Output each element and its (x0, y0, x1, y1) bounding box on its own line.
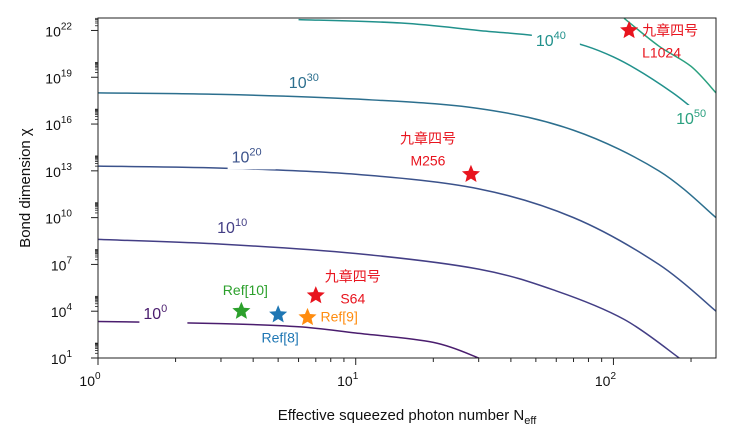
x-tick-label-exponent: 0 (95, 371, 101, 382)
contour-label-exponent: 40 (554, 30, 566, 42)
y-tick-label-base: 10 (51, 351, 67, 367)
y-tick-label-base: 10 (51, 257, 67, 273)
y-tick-label-exponent: 4 (66, 302, 72, 313)
contour-line (623, 18, 716, 94)
x-axis-title-main: Effective squeezed photon number N (278, 407, 525, 424)
point-label: 九章四号 (642, 22, 698, 38)
contour-line (98, 238, 680, 358)
contour-label: 1040 (536, 30, 566, 50)
data-points (232, 20, 639, 326)
x-tick-label: 102 (595, 371, 617, 389)
y-axis-title: Bond dimension χ (17, 128, 34, 248)
y-tick-label: 1019 (45, 68, 72, 86)
x-tick-label-base: 10 (595, 373, 611, 389)
y-tick-label: 101 (51, 349, 73, 367)
point-label: Ref[10] (223, 282, 268, 298)
y-tick-label: 1016 (45, 115, 72, 133)
contour-label-base: 10 (536, 33, 554, 50)
x-tick-label-exponent: 2 (610, 371, 616, 382)
y-tick-label-exponent: 1 (66, 349, 72, 360)
star-marker (269, 305, 288, 323)
y-tick-label-base: 10 (51, 304, 67, 320)
y-tick-label-exponent: 13 (61, 162, 73, 173)
y-tick-label-base: 10 (45, 164, 61, 180)
star-marker (620, 20, 639, 39)
x-tick-label-exponent: 1 (353, 371, 359, 382)
point-label: Ref[8] (261, 330, 298, 346)
star-marker (306, 286, 325, 304)
x-tick-label-base: 10 (337, 373, 353, 389)
x-tick-label: 101 (337, 371, 359, 389)
y-tick-label-exponent: 16 (61, 115, 73, 126)
contour-label-bg (139, 299, 188, 326)
star-marker (298, 307, 317, 326)
y-tick-label-base: 10 (45, 211, 61, 227)
star-marker (232, 301, 251, 319)
contour-label-exponent: 0 (161, 303, 167, 315)
contour-label-exponent: 50 (694, 108, 706, 120)
contour-label-bg (672, 105, 721, 132)
contour-label-base: 10 (232, 149, 250, 166)
y-tick-label-base: 10 (45, 23, 61, 39)
contour-label-exponent: 10 (235, 217, 247, 229)
contour-label-base: 10 (289, 75, 307, 92)
contour-label: 100 (143, 303, 167, 323)
x-tick-label: 100 (79, 371, 101, 389)
y-tick-label-exponent: 19 (61, 68, 73, 79)
contour-label: 1010 (217, 217, 247, 237)
y-tick-label: 104 (51, 302, 73, 320)
contour-label-base: 10 (217, 220, 235, 237)
y-tick-label-exponent: 7 (66, 255, 72, 266)
contour-label-bg (213, 214, 262, 241)
y-tick-label-base: 10 (45, 70, 61, 86)
y-tick-label-exponent: 22 (61, 21, 73, 32)
x-tick-label-base: 10 (79, 373, 95, 389)
point-label: 九章四号 (400, 130, 456, 146)
contour-label: 1020 (232, 146, 262, 166)
y-tick-label: 1013 (45, 162, 72, 180)
contour-line (98, 165, 716, 312)
x-axis-title-subscript: eff (524, 415, 537, 427)
y-tick-label-base: 10 (45, 117, 61, 133)
point-label: S64 (340, 291, 365, 307)
contour-label-exponent: 20 (249, 146, 261, 158)
contour-label-bg (284, 69, 333, 96)
plot-frame (97, 17, 717, 359)
star-marker (461, 164, 480, 182)
point-label: L1024 (642, 44, 681, 60)
contour-lines (98, 18, 716, 358)
contour-label-base: 10 (143, 306, 161, 323)
y-tick-label: 107 (51, 255, 73, 273)
y-tick-label: 1022 (45, 21, 72, 39)
point-label: Ref[9] (321, 308, 358, 324)
contour-label-bg (531, 27, 580, 54)
contour-label-bg (227, 143, 276, 170)
point-label: 九章四号 (325, 269, 381, 285)
contour-label: 1030 (289, 72, 319, 92)
x-axis-title: Effective squeezed photon number Neff (278, 407, 538, 427)
contour-label-base: 10 (676, 111, 694, 128)
point-label: M256 (410, 152, 445, 168)
contour-label-exponent: 30 (307, 72, 319, 84)
y-tick-label: 1010 (45, 209, 72, 227)
point-labels: Ref[10] Ref[8] Ref[9] 九章四号 S64 九章四号 M256 九章四号 L1… (223, 22, 698, 345)
y-tick-label-exponent: 10 (61, 209, 73, 220)
contour-line (98, 92, 716, 219)
contour-label: 1050 (676, 108, 706, 128)
